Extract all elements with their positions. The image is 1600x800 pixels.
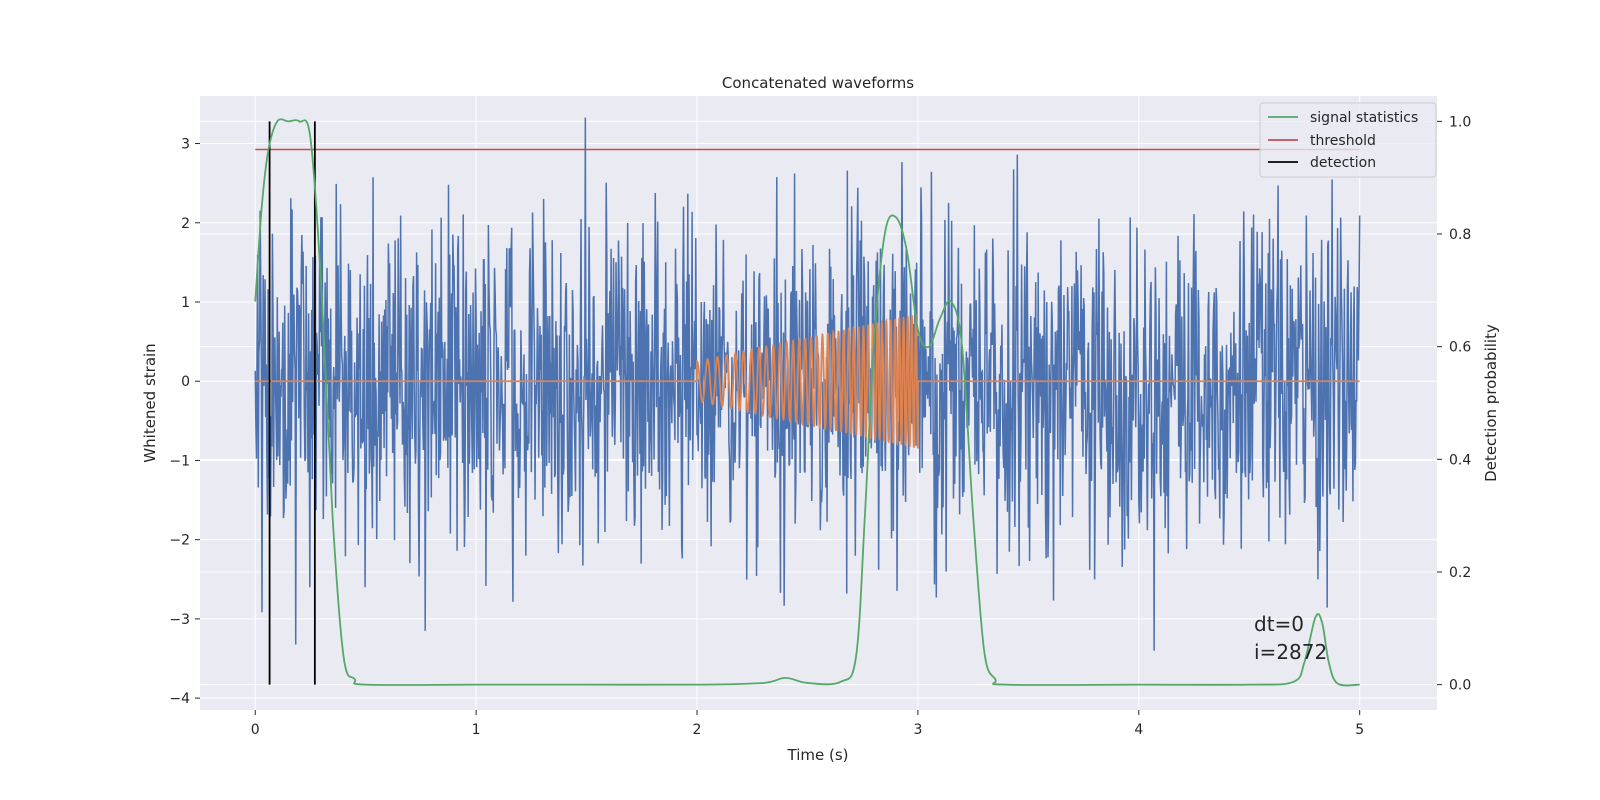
y-right-tick-label: 0.0: [1449, 678, 1471, 694]
x-tick-label: 5: [1355, 722, 1364, 738]
x-tick-label: 2: [693, 722, 702, 738]
legend-box: [1259, 102, 1437, 178]
y-tick-label: 0: [181, 374, 190, 390]
chart-title: Concatenated waveforms: [722, 74, 914, 92]
x-tick-label: 3: [913, 722, 922, 738]
y-axis-right-label: Detection probability: [1482, 324, 1500, 482]
legend-label-signal-statistics: signal statistics: [1310, 110, 1418, 126]
y-axis-label: Whitened strain: [141, 343, 159, 462]
y-tick-label: −4: [169, 691, 190, 707]
x-tick-label: 4: [1134, 722, 1143, 738]
x-tick-label: 1: [472, 722, 481, 738]
y-tick-label: 3: [181, 137, 190, 153]
legend: signal statistics threshold detection: [1259, 102, 1437, 178]
waveform-series-line: [255, 314, 1360, 449]
x-tick-label: 0: [251, 722, 260, 738]
y-right-tick-label: 1.0: [1449, 114, 1471, 130]
y-tick-label: −2: [169, 533, 190, 549]
y-right-tick-label: 0.2: [1449, 565, 1471, 581]
y-right-tick-label: 0.6: [1449, 340, 1471, 356]
annotation-i: i=2872: [1254, 640, 1327, 664]
y-tick-label: −3: [169, 612, 190, 628]
y-right-tick-label: 0.8: [1449, 227, 1471, 243]
annotation-dt: dt=0: [1254, 612, 1304, 636]
plot-area: [254, 117, 1361, 687]
legend-label-threshold: threshold: [1310, 133, 1376, 149]
detection-lines: [268, 121, 316, 685]
y-tick-label: −1: [169, 453, 190, 469]
y-tick-label: 1: [181, 295, 190, 311]
x-axis-label: Time (s): [787, 746, 849, 764]
y-right-tick-label: 0.4: [1449, 452, 1471, 468]
signal-statistics-line: [254, 118, 1360, 687]
legend-label-detection: detection: [1310, 155, 1376, 171]
y-tick-label: 2: [181, 216, 190, 232]
axes-ticks: 0 1 2 3 4 5 −4 −3 −2 −1 0 1 2 3 0.0 0.2 0.4 0.6 0.8 1.0: [169, 114, 1471, 738]
noise-series-line: [254, 117, 1361, 651]
